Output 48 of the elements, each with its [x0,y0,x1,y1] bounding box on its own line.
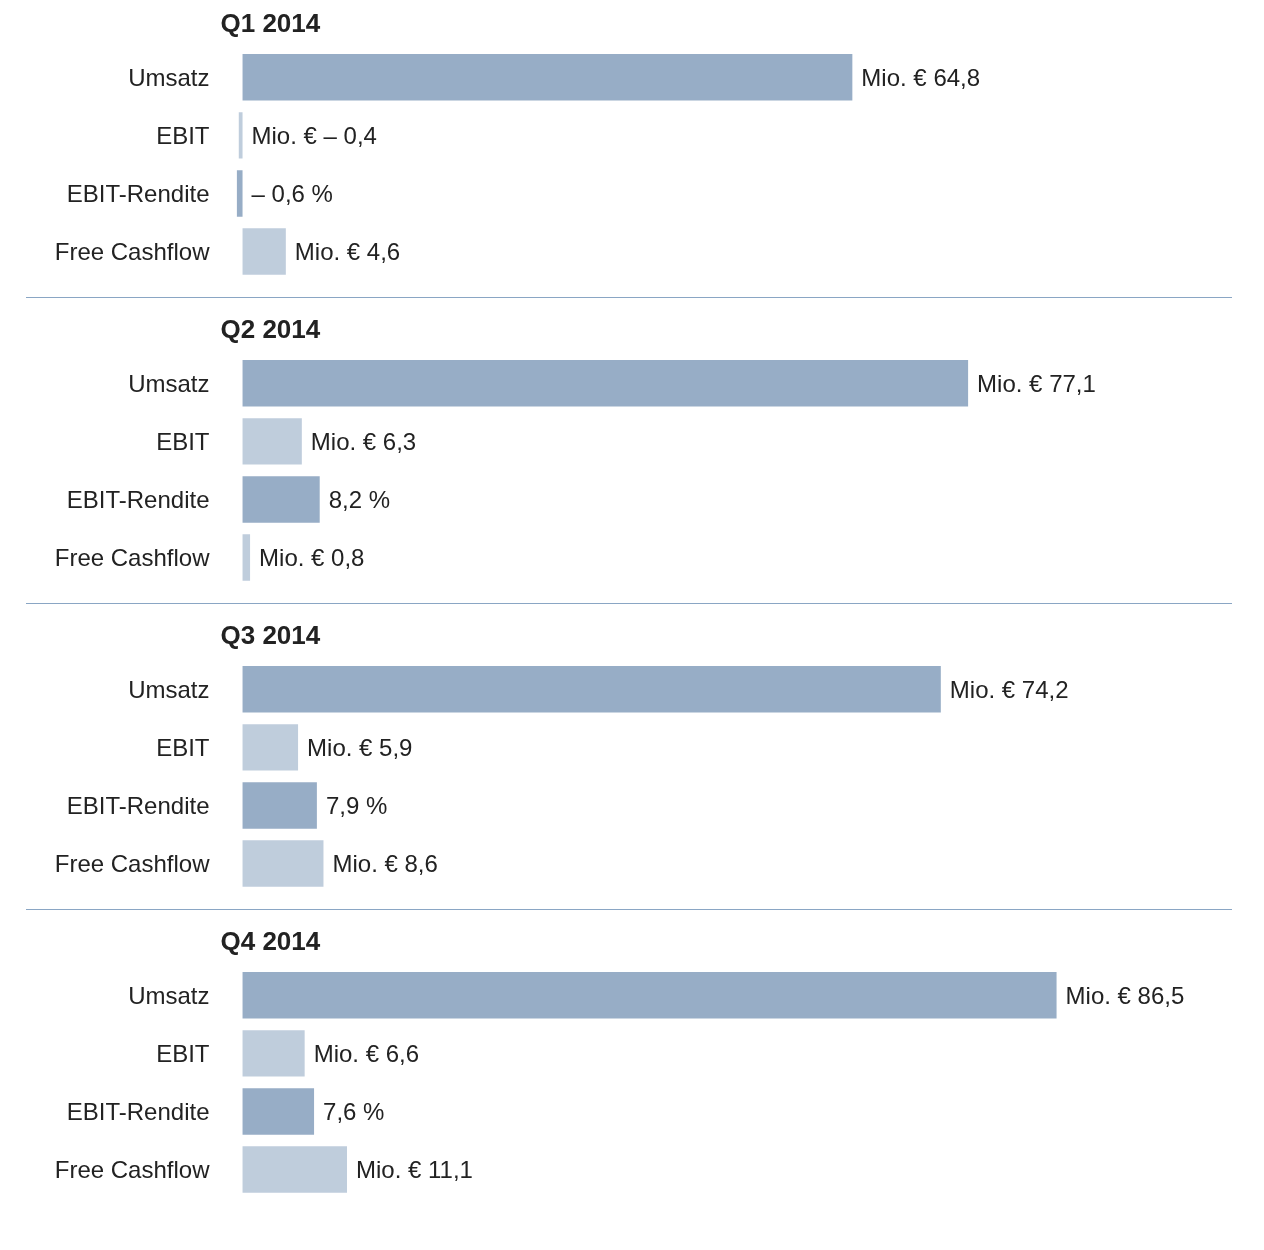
bar [242,1088,315,1135]
data-label: 8,2 % [328,485,391,513]
data-label: Mio. € 6,6 [313,1039,420,1067]
y-tick-label: EBIT-Rendite [66,179,210,207]
bar [242,360,969,407]
bar [242,666,941,713]
bar [242,782,317,829]
data-label: Mio. € – 0,4 [251,121,377,149]
y-tick-label: EBIT [156,427,210,455]
data-label: 7,6 % [323,1097,385,1125]
chart-title: Q1 2014 [220,7,321,38]
bar [242,724,299,771]
bar [242,972,1057,1019]
data-label: Mio. € 64,8 [861,63,981,91]
y-tick-label: Umsatz [128,981,210,1009]
data-label: Mio. € 11,1 [356,1155,473,1183]
bar [242,476,320,523]
y-tick-label: Umsatz [128,63,210,91]
y-tick-label: EBIT [156,1039,210,1067]
y-tick-label: Free Cashflow [54,1155,211,1183]
y-tick-label: EBIT-Rendite [66,1097,210,1125]
y-tick-label: Umsatz [128,675,210,703]
data-label: – 0,6 % [251,179,333,207]
bar [242,1146,347,1193]
chart-title: Q2 2014 [220,313,321,344]
data-label: Mio. € 6,3 [310,427,417,455]
bar [242,534,251,581]
y-tick-label: Free Cashflow [54,543,211,571]
y-tick-label: EBIT-Rendite [66,485,210,513]
y-tick-label: Free Cashflow [54,237,211,265]
chart-title: Q3 2014 [220,619,321,650]
y-tick-label: Free Cashflow [54,849,211,877]
chart-title: Q4 2014 [220,925,321,956]
y-tick-label: EBIT [156,121,210,149]
bar [242,418,302,465]
data-label: Mio. € 0,8 [259,543,365,571]
data-label: Mio. € 74,2 [949,675,1069,703]
data-label: 7,9 % [325,791,388,819]
bar [242,1030,305,1077]
y-tick-label: EBIT [156,733,210,761]
data-label: Mio. € 4,6 [294,237,401,265]
y-tick-label: Umsatz [128,369,210,397]
data-label: Mio. € 77,1 [977,369,1096,397]
data-label: Mio. € 86,5 [1065,981,1185,1009]
bar [242,840,324,887]
data-label: Mio. € 5,9 [307,733,413,761]
y-tick-label: EBIT-Rendite [66,791,210,819]
data-label: Mio. € 8,6 [332,849,438,877]
